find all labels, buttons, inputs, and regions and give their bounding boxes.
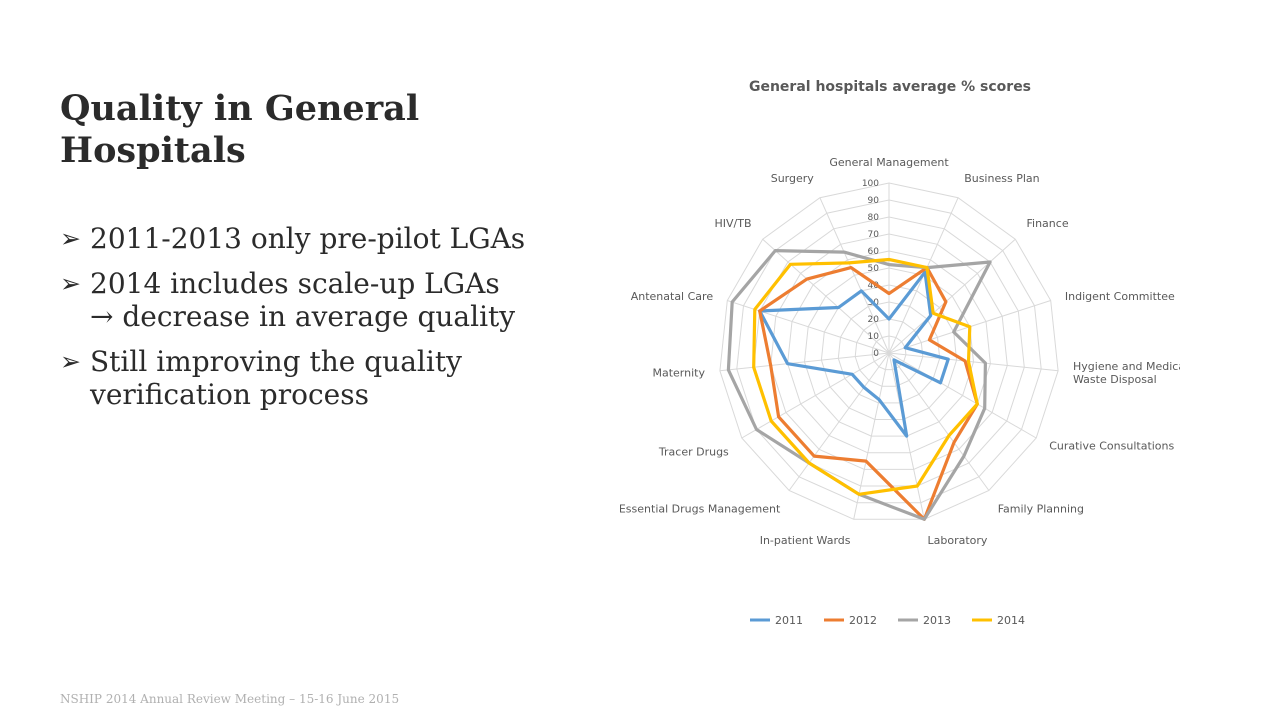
category-label: Surgery [771, 172, 815, 185]
tick-label: 40 [868, 281, 880, 291]
category-label-line: Family Planning [998, 503, 1084, 516]
footer-text: NSHIP 2014 Annual Review Meeting – 15-16… [60, 692, 400, 706]
bullet-text: Still improving the quality verification… [90, 345, 462, 412]
category-label-line: HIV/TB [714, 217, 751, 230]
bullet-text: 2011-2013 only pre-pilot LGAs [90, 222, 526, 255]
tick-label: 50 [868, 264, 880, 274]
category-label-line: Tracer Drugs [658, 446, 729, 459]
category-label: Finance [1027, 217, 1069, 230]
grid-spoke [819, 197, 890, 354]
grid-spoke [853, 352, 890, 520]
arrow-bullet-icon: ➢ [60, 347, 81, 377]
grid-spoke [888, 238, 1016, 354]
tick-label: 0 [873, 349, 879, 359]
category-label-line: Antenatal Care [631, 290, 714, 303]
bullet-list: ➢ 2011-2013 only pre-pilot LGAs ➢ 2014 i… [60, 222, 530, 423]
tick-label: 20 [868, 315, 880, 325]
chart-legend: 2011 2012 2013 2014 [750, 614, 1025, 627]
category-labels: General Management Business Plan Finance In… [620, 156, 1180, 547]
category-label: Laboratory [928, 534, 988, 547]
category-label: Essential Drugs Management [620, 503, 781, 516]
grid-ring [837, 301, 941, 404]
legend-label: 2013 [923, 614, 951, 627]
category-label-line: Finance [1027, 217, 1069, 230]
grid-spoke [788, 352, 890, 491]
radar-grid [719, 182, 1059, 520]
category-label-line: Curative Consultations [1049, 440, 1174, 453]
tick-label: 60 [868, 247, 880, 257]
bullet-text: 2014 includes scale-up LGAs → decrease i… [90, 267, 516, 334]
bullet-item: ➢ 2011-2013 only pre-pilot LGAs [60, 222, 530, 255]
category-label-line: Hygiene and Medical [1073, 360, 1180, 373]
chart-title: General hospitals average % scores [749, 79, 1031, 95]
bullet-item: ➢ 2014 includes scale-up LGAs → decrease… [60, 267, 530, 333]
tick-label: 10 [868, 332, 880, 342]
grid-ring [787, 250, 991, 454]
bullet-item: ➢ Still improving the quality verificati… [60, 345, 530, 411]
category-label: General Management [829, 156, 949, 169]
tick-label: 100 [862, 179, 879, 189]
grid-ring [854, 318, 924, 387]
series-line [726, 249, 992, 521]
category-label-line: Business Plan [964, 172, 1039, 185]
category-label-line: Essential Drugs Management [620, 503, 781, 516]
arrow-bullet-icon: ➢ [60, 224, 81, 253]
category-label: Family Planning [998, 503, 1084, 516]
tick-label: 70 [868, 230, 880, 240]
arrow-bullet-icon: ➢ [60, 269, 81, 299]
category-label: Antenatal Care [631, 290, 714, 303]
radar-chart-svg: General hospitals average % scores 0 10 20… [620, 79, 1180, 627]
grid-spoke [888, 352, 1059, 372]
category-label: Indigent Committee [1065, 290, 1175, 303]
grid-spoke [741, 352, 890, 439]
category-label-line: In-patient Wards [760, 534, 851, 547]
grid-spoke [888, 352, 1037, 439]
category-label: Tracer Drugs [658, 446, 729, 459]
category-label-line: Waste Disposal [1073, 373, 1157, 386]
grid-ring [871, 335, 907, 371]
category-label-line: Indigent Committee [1065, 290, 1175, 303]
grid-ring [736, 199, 1042, 504]
series-line [758, 270, 950, 438]
category-label-line: Maternity [653, 366, 706, 379]
grid-spoke [888, 352, 990, 491]
category-label-line: General Management [829, 156, 949, 169]
grid-spoke [762, 238, 890, 354]
grid-ring [719, 182, 1059, 520]
data-series [726, 249, 992, 521]
slide-title: Quality in General Hospitals [60, 88, 420, 171]
category-label: Curative Consultations [1049, 440, 1174, 453]
category-label: Hygiene and Medical Waste Disposal [1073, 360, 1180, 386]
category-label: Maternity [653, 366, 706, 379]
category-label: In-patient Wards [760, 534, 851, 547]
radar-chart: General hospitals average % scores 0 10 20… [620, 60, 1180, 640]
tick-label: 90 [868, 196, 880, 206]
series-line [752, 257, 979, 496]
category-label-line: Surgery [771, 172, 815, 185]
category-label-line: Laboratory [928, 534, 988, 547]
grid-ring [770, 233, 1008, 470]
legend-label: 2012 [849, 614, 877, 627]
grid-ring [803, 267, 975, 437]
legend-label: 2011 [775, 614, 803, 627]
category-label: Business Plan [964, 172, 1039, 185]
category-label: HIV/TB [714, 217, 751, 230]
legend-label: 2014 [997, 614, 1025, 627]
tick-label: 80 [868, 213, 880, 223]
grid-spoke [719, 352, 890, 372]
